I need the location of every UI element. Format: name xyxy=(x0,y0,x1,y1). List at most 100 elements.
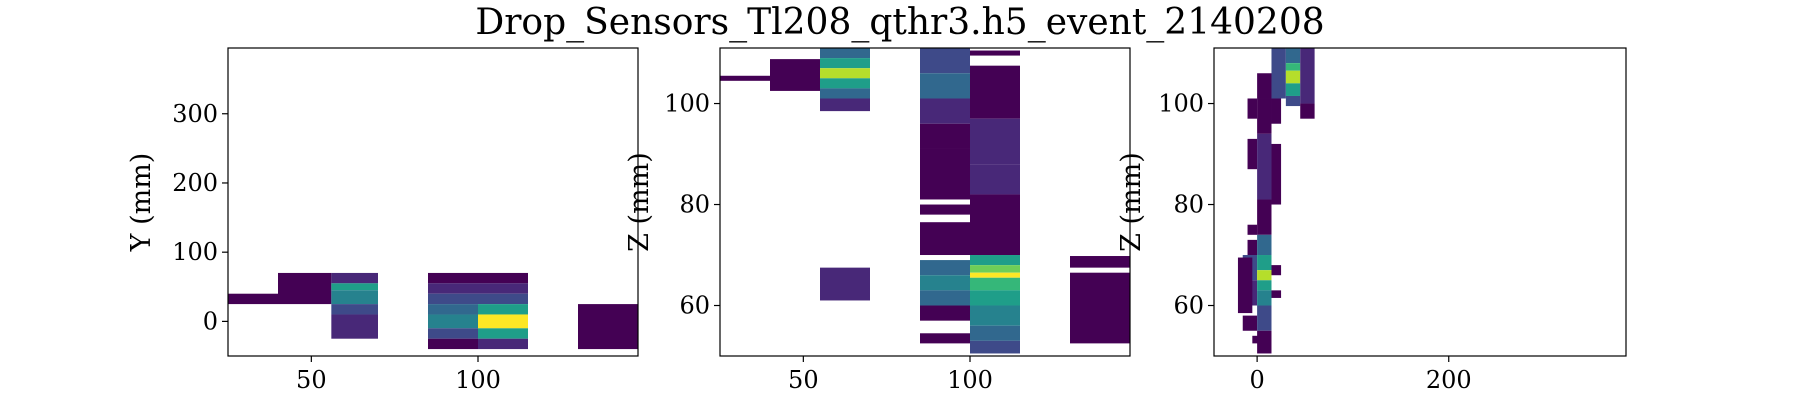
heatmap-cell xyxy=(1257,133,1272,200)
heatmap-cell xyxy=(1247,239,1258,256)
heatmap-cell xyxy=(1257,255,1272,271)
heatmap-cell xyxy=(1271,48,1286,99)
y-tick-label: 80 xyxy=(1173,191,1204,219)
heatmap-cell xyxy=(970,50,1020,56)
y-tick-label: 100 xyxy=(664,90,710,118)
heatmap-cell xyxy=(970,272,1020,278)
heatmap-cell xyxy=(1257,290,1272,306)
heatmap-cell xyxy=(970,277,1020,291)
heatmap-cell xyxy=(428,314,478,329)
heatmap-cell xyxy=(820,58,870,69)
heatmap-cell xyxy=(428,272,478,284)
heatmap-cell xyxy=(820,48,870,59)
heatmap-cell xyxy=(820,88,870,99)
heatmap-cell xyxy=(1285,83,1301,96)
panel-yz: 0 200 60 80 100 Z (mm) xyxy=(1116,47,1627,394)
heatmap-cell xyxy=(1070,256,1130,268)
heatmap-cell xyxy=(331,283,378,291)
y-tick-label: 100 xyxy=(172,238,218,266)
heatmap-cell xyxy=(478,314,528,329)
heatmap-cell xyxy=(428,293,478,305)
heatmap-cell xyxy=(478,328,528,339)
heatmap-cell xyxy=(1257,270,1272,281)
heatmap-cell xyxy=(920,260,970,276)
heatmap-cell xyxy=(1300,48,1315,104)
heatmap-cell xyxy=(1247,98,1258,119)
heatmap-cell xyxy=(970,305,1020,326)
heatmap-cell xyxy=(1300,103,1315,119)
x-tick-label: 50 xyxy=(788,366,819,394)
heatmap-cell xyxy=(1237,257,1253,314)
heatmap-cells xyxy=(1237,48,1315,354)
y-tick-label: 300 xyxy=(172,100,218,128)
y-axis-label: Y (mm) xyxy=(126,153,157,253)
heatmap-cell xyxy=(970,164,1020,195)
heatmap-cell xyxy=(1271,265,1282,276)
heatmap-cell xyxy=(578,304,638,350)
heatmap-cell xyxy=(1257,234,1272,256)
y-tick-label: 100 xyxy=(1158,90,1204,118)
heatmap-cell xyxy=(1242,315,1258,331)
heatmap-cell xyxy=(331,272,378,284)
heatmap-cell xyxy=(820,267,870,301)
heatmap-cell xyxy=(820,68,870,79)
y-tick-label: 60 xyxy=(1173,292,1204,320)
heatmap-cell xyxy=(1285,70,1301,84)
heatmap-cell xyxy=(920,48,970,74)
panel-xy: 50 100 0 100 200 300 Y (mm) xyxy=(126,47,639,394)
figure-title: Drop_Sensors_Tl208_qthr3.h5_event_214020… xyxy=(475,2,1324,43)
axes-frame xyxy=(719,47,1131,357)
heatmap-cell xyxy=(920,275,970,291)
heatmap-cell xyxy=(1271,98,1282,124)
axes-frame xyxy=(227,47,639,357)
heatmap-cell xyxy=(428,328,478,339)
y-axis-label: Z (mm) xyxy=(1116,152,1147,252)
heatmap-cell xyxy=(920,204,970,215)
heatmap-cell xyxy=(820,98,870,112)
heatmap-cell xyxy=(720,75,770,81)
heatmap-cell xyxy=(920,305,970,321)
heatmap-cell xyxy=(1247,224,1258,235)
heatmap-cell xyxy=(920,290,970,306)
x-tick-label: 0 xyxy=(1249,366,1264,394)
heatmap-cell xyxy=(1285,48,1301,64)
heatmap-cell xyxy=(478,272,528,284)
heatmap-cell xyxy=(920,73,970,99)
heatmap-cell xyxy=(331,290,378,305)
heatmap-cell xyxy=(770,59,820,91)
x-tick-label: 100 xyxy=(947,366,993,394)
heatmap-cell xyxy=(478,293,528,305)
heatmap-cell xyxy=(428,338,478,350)
heatmap-cell xyxy=(970,65,1020,119)
heatmap-cell xyxy=(1285,95,1301,107)
heatmap-cell xyxy=(278,272,332,305)
heatmap-cell xyxy=(970,325,1020,341)
heatmap-cell xyxy=(920,123,970,149)
heatmap-cell xyxy=(1252,335,1262,344)
heatmap-cell xyxy=(331,304,378,315)
y-tick-label: 80 xyxy=(679,191,710,219)
heatmap-cells xyxy=(228,272,638,350)
heatmap-cell xyxy=(428,304,478,315)
heatmap-cell xyxy=(1257,199,1272,235)
heatmap-cell xyxy=(970,194,1020,256)
heatmap-cell xyxy=(970,118,1020,165)
panel-xz: 50 100 60 80 100 Z (mm) xyxy=(624,47,1131,394)
heatmap-cell xyxy=(428,283,478,294)
heatmap-cells xyxy=(720,48,1130,354)
heatmap-cell xyxy=(478,283,528,294)
heatmap-cell xyxy=(920,333,970,344)
y-tick-label: 200 xyxy=(172,169,218,197)
y-tick-label: 0 xyxy=(203,307,218,335)
heatmap-cell xyxy=(1285,63,1301,71)
heatmap-cell xyxy=(970,340,1020,354)
heatmap-cell xyxy=(1257,280,1272,291)
heatmap-cell xyxy=(1257,330,1272,354)
x-tick-label: 200 xyxy=(1426,366,1472,394)
heatmap-cell xyxy=(1257,73,1272,99)
heatmap-cell xyxy=(970,290,1020,306)
x-tick-label: 100 xyxy=(455,366,501,394)
heatmap-cell xyxy=(1247,138,1258,170)
heatmap-cell xyxy=(1257,305,1272,331)
